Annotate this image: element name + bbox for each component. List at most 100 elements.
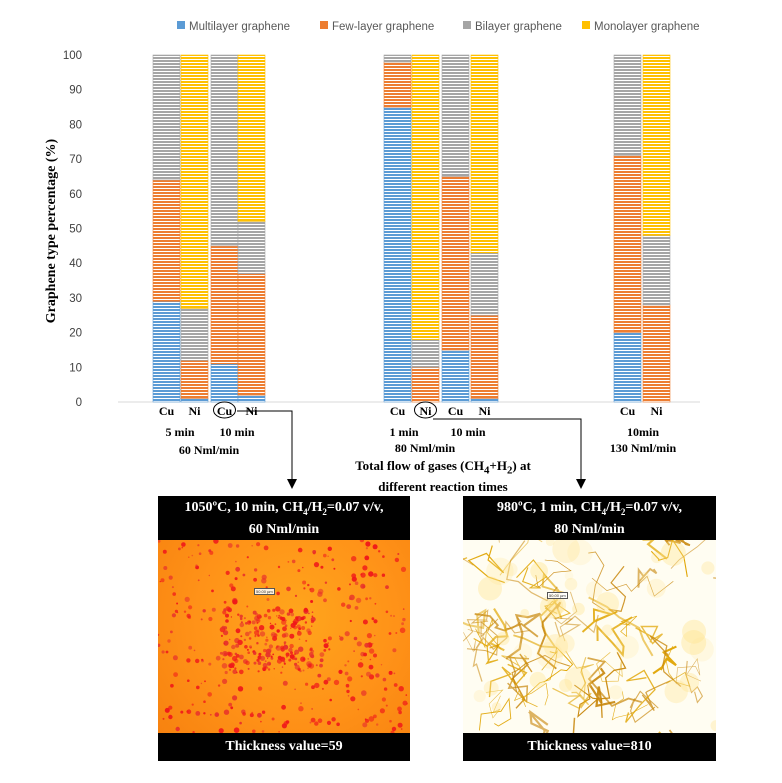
- grain-boundary: [463, 609, 489, 642]
- left-spot: [362, 722, 368, 728]
- grain-boundary: [554, 614, 599, 638]
- y-tick-label-3: 30: [69, 293, 82, 305]
- left-spot: [350, 696, 356, 702]
- left-spot: [228, 702, 233, 707]
- left-spot: [283, 644, 289, 650]
- left-spot: [239, 614, 243, 618]
- left-spot: [292, 620, 295, 623]
- left-spot: [364, 718, 367, 721]
- left-spot: [327, 555, 329, 557]
- left-spot: [344, 631, 350, 637]
- bar-5-seg-2: [411, 339, 440, 368]
- left-spot: [360, 573, 363, 576]
- left-spot: [188, 645, 193, 650]
- left-spot: [181, 546, 184, 549]
- grain-tint: [572, 602, 585, 616]
- y-axis-label: Graphene type percentage (%): [44, 138, 59, 323]
- left-spot: [365, 541, 371, 547]
- left-spot: [344, 671, 349, 676]
- grain-boundary: [649, 635, 682, 687]
- left-spot: [245, 631, 250, 637]
- left-spot: [240, 635, 243, 638]
- bar-series: [152, 54, 671, 403]
- left-spot: [294, 662, 298, 666]
- left-spot: [202, 609, 206, 613]
- left-spot: [311, 685, 315, 690]
- left-spot: [245, 660, 250, 666]
- left-spot: [288, 658, 292, 662]
- grain-boundary: [611, 691, 648, 721]
- left-spot: [211, 607, 216, 612]
- left-spot: [298, 638, 301, 640]
- right-caption-line1: 980ºC, 1 min, CH4/H2=0.07 v/v,: [497, 500, 682, 517]
- left-spot: [308, 612, 310, 615]
- left-spot: [364, 642, 370, 648]
- left-spot: [324, 581, 328, 584]
- grain-tint: [543, 634, 569, 659]
- left-spot: [385, 610, 389, 614]
- left-spot: [368, 664, 374, 670]
- left-spot: [365, 597, 368, 601]
- left-spot: [253, 568, 258, 572]
- left-spot: [368, 571, 374, 577]
- bar-label-6: Cu: [448, 404, 464, 418]
- left-spot: [164, 707, 170, 713]
- left-spot: [188, 556, 190, 558]
- grain-boundary: [467, 545, 505, 584]
- left-spot: [323, 643, 329, 649]
- flow-label-2: 130 Nml/min: [610, 441, 677, 455]
- left-spot: [243, 638, 247, 642]
- left-spot: [234, 577, 238, 581]
- grain-tint: [682, 619, 707, 644]
- left-spot: [311, 708, 313, 710]
- left-spot: [170, 630, 173, 634]
- left-spot: [289, 633, 295, 639]
- bar-1-seg-1: [180, 360, 209, 399]
- left-spot: [239, 622, 245, 628]
- left-spot: [195, 564, 198, 567]
- grain-boundary: [521, 649, 558, 708]
- grain-tint: [681, 630, 707, 655]
- left-spot: [201, 658, 204, 661]
- left-spot: [188, 605, 193, 610]
- grain-boundary: [552, 687, 592, 710]
- grain-boundary: [642, 540, 668, 560]
- flow-note-line2: different reaction times: [378, 478, 508, 494]
- left-spot: [230, 616, 233, 618]
- left-spot: [228, 668, 232, 671]
- left-spot: [187, 679, 190, 682]
- left-spot: [290, 651, 293, 655]
- grain-tint: [615, 635, 639, 659]
- left-spot: [300, 702, 302, 705]
- grain-boundary: [472, 636, 508, 682]
- left-spot: [406, 703, 408, 705]
- left-spot: [265, 652, 271, 658]
- left-spot: [258, 686, 263, 691]
- left-spot: [267, 657, 269, 659]
- left-spot: [266, 666, 269, 669]
- y-tick-label-10: 100: [63, 50, 82, 62]
- left-spot: [159, 580, 161, 583]
- left-spot: [257, 712, 262, 718]
- grain-tint: [664, 679, 688, 704]
- arrow-right-head: [576, 479, 586, 489]
- left-spot: [170, 683, 174, 688]
- left-spot: [402, 617, 406, 622]
- left-spot: [208, 574, 210, 577]
- left-spot: [311, 615, 314, 618]
- left-spot: [275, 606, 281, 612]
- left-spot: [234, 658, 239, 663]
- left-spot: [295, 616, 299, 620]
- left-spot: [165, 650, 169, 654]
- left-spot: [246, 605, 249, 608]
- left-spot: [385, 704, 388, 707]
- left-spot: [394, 557, 400, 563]
- left-spot: [308, 663, 315, 669]
- left-spot: [333, 679, 340, 686]
- left-spot: [160, 578, 165, 583]
- chart-legend: Multilayer graphene Few-layer graphene Bil…: [177, 21, 700, 33]
- left-spot: [264, 642, 268, 646]
- left-spot: [317, 718, 323, 723]
- left-spot: [200, 682, 203, 685]
- left-spot: [369, 597, 372, 600]
